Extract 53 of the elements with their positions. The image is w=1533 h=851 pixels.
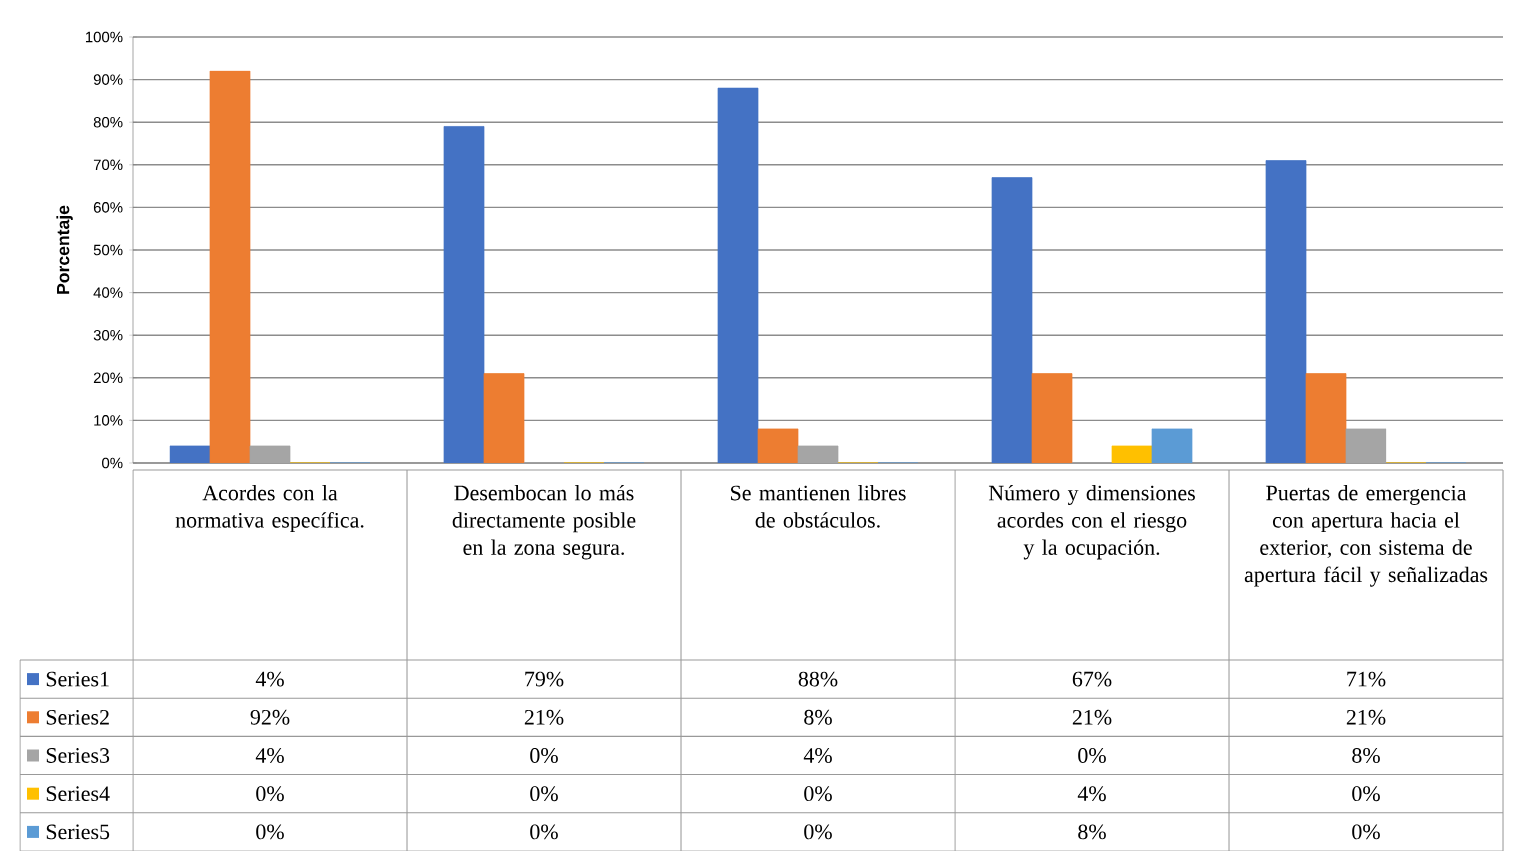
data-label: 0% bbox=[530, 786, 558, 802]
x-tick-label: Número y dimensiones acordes con el riesgo y la ocupación. bbox=[988, 484, 1195, 560]
y-tick-label: 0% bbox=[102, 457, 123, 469]
y-tick-label: 20% bbox=[93, 372, 123, 384]
bar bbox=[991, 177, 1033, 463]
x-tick-label: Acordes con la normativa específica. bbox=[175, 484, 364, 533]
data-label: 21% bbox=[1346, 709, 1386, 725]
legend-label: Series2 bbox=[46, 709, 109, 725]
y-tick-label: 100% bbox=[85, 31, 123, 43]
y-tick-label: 50% bbox=[93, 244, 123, 256]
data-label: 0% bbox=[1352, 824, 1380, 840]
legend-label: Series3 bbox=[46, 748, 110, 763]
bar bbox=[717, 87, 759, 463]
y-tick-label: 60% bbox=[93, 202, 123, 213]
data-label: 4% bbox=[803, 748, 832, 763]
legend-label: Series5 bbox=[46, 824, 110, 840]
data-label: 8% bbox=[804, 709, 832, 725]
y-tick-label: 80% bbox=[93, 116, 123, 128]
y-axis-title: Porcentaje bbox=[56, 205, 73, 294]
x-tick-label: Se mantienen libres de obstáculos. bbox=[731, 484, 906, 528]
data-label: 0% bbox=[530, 824, 558, 840]
y-tick-label: 40% bbox=[93, 287, 123, 298]
data-label: 0% bbox=[1352, 786, 1380, 802]
bar bbox=[169, 445, 211, 463]
y-tick-label: 90% bbox=[93, 74, 123, 85]
bar bbox=[1111, 445, 1153, 463]
data-label: 92% bbox=[250, 709, 290, 725]
data-label: 4% bbox=[255, 671, 284, 687]
y-tick-label: 70% bbox=[93, 159, 123, 171]
data-label: 79% bbox=[525, 671, 564, 687]
data-label: 0% bbox=[804, 786, 832, 802]
bar bbox=[1265, 160, 1307, 463]
data-label: 8% bbox=[1078, 824, 1106, 840]
data-label: 71% bbox=[1347, 671, 1386, 687]
legend-label: Series1 bbox=[46, 671, 109, 687]
data-label: 0% bbox=[256, 824, 284, 840]
data-label: 21% bbox=[524, 709, 564, 725]
data-label: 67% bbox=[1072, 671, 1112, 687]
x-tick-label: Puertas de emergencia con apertura hacia el exterior, con sistema de apertura fácil y señalizadas bbox=[1244, 484, 1488, 587]
data-label: 0% bbox=[1078, 748, 1106, 763]
data-label: 8% bbox=[1352, 748, 1380, 763]
x-tick-label: Desembocan lo más directamente posible en la zona segura. bbox=[452, 484, 636, 560]
data-label: 0% bbox=[256, 786, 284, 802]
data-label: 0% bbox=[804, 824, 832, 840]
data-label: 4% bbox=[1077, 786, 1106, 802]
data-label: 88% bbox=[798, 671, 838, 687]
data-label: 21% bbox=[1072, 709, 1112, 725]
y-tick-label: 10% bbox=[94, 415, 123, 426]
y-tick-label: 30% bbox=[93, 329, 123, 341]
data-label: 0% bbox=[530, 748, 558, 763]
legend-label: Series4 bbox=[46, 786, 110, 802]
bar bbox=[443, 126, 485, 463]
data-label: 4% bbox=[255, 748, 284, 763]
